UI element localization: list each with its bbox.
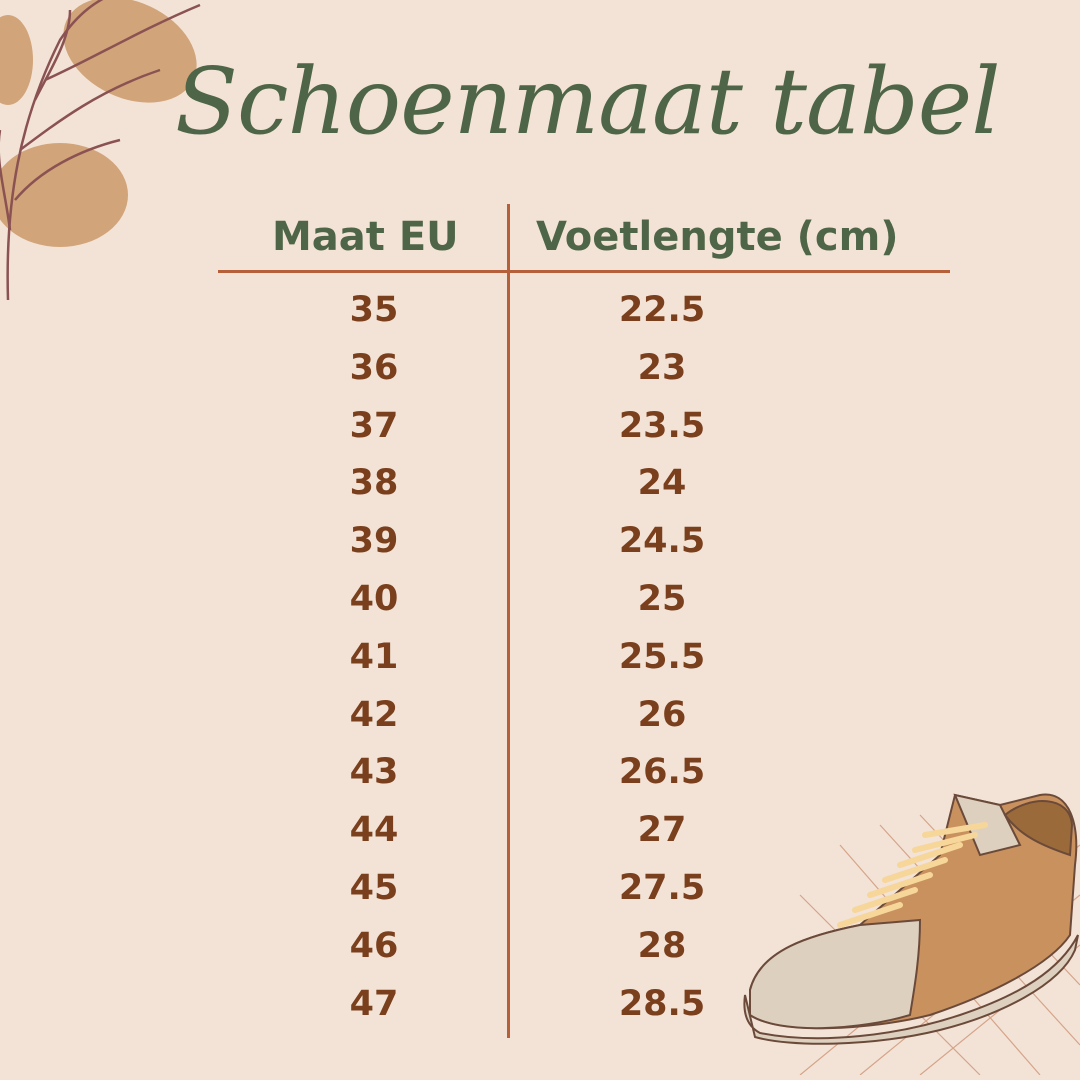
cell-maat-eu: 35 bbox=[349, 290, 399, 330]
cell-voetlengte: 24 bbox=[637, 463, 687, 504]
cell-maat-eu: 44 bbox=[349, 810, 399, 851]
cell-voetlengte: 23 bbox=[637, 347, 687, 388]
cell-maat-eu: 43 bbox=[349, 752, 399, 793]
cell-maat-eu: 46 bbox=[349, 925, 399, 966]
header-voetlengte: Voetlengte (cm) bbox=[536, 214, 899, 260]
header-divider bbox=[218, 270, 950, 273]
cell-voetlengte: 23.5 bbox=[618, 405, 706, 446]
cell-voetlengte: 25 bbox=[637, 579, 687, 619]
leaf-branch-decoration bbox=[0, 0, 201, 301]
cell-maat-eu: 39 bbox=[349, 521, 399, 562]
cell-maat-eu: 41 bbox=[349, 636, 399, 677]
cell-maat-eu: 36 bbox=[349, 347, 399, 388]
cell-voetlengte: 26.5 bbox=[618, 752, 706, 793]
cell-maat-eu: 47 bbox=[349, 983, 399, 1024]
sneaker-illustration bbox=[743, 793, 1080, 1075]
cell-maat-eu: 42 bbox=[349, 694, 399, 735]
cell-voetlengte: 28 bbox=[637, 925, 687, 966]
cell-voetlengte: 22.5 bbox=[618, 290, 706, 330]
cell-maat-eu: 38 bbox=[349, 463, 399, 504]
column-divider bbox=[507, 204, 510, 1038]
cell-maat-eu: 40 bbox=[349, 579, 399, 619]
cell-voetlengte: 26 bbox=[637, 694, 687, 735]
cell-maat-eu: 45 bbox=[349, 868, 399, 908]
cell-voetlengte: 28.5 bbox=[618, 983, 706, 1024]
cell-voetlengte: 27.5 bbox=[618, 868, 706, 908]
cell-maat-eu: 37 bbox=[349, 405, 399, 446]
page-title: Schoenmaat tabel bbox=[175, 48, 1001, 155]
header-maat-eu: Maat EU bbox=[272, 214, 459, 260]
cell-voetlengte: 25.5 bbox=[618, 636, 706, 677]
cell-voetlengte: 27 bbox=[637, 810, 687, 851]
cell-voetlengte: 24.5 bbox=[618, 521, 706, 562]
